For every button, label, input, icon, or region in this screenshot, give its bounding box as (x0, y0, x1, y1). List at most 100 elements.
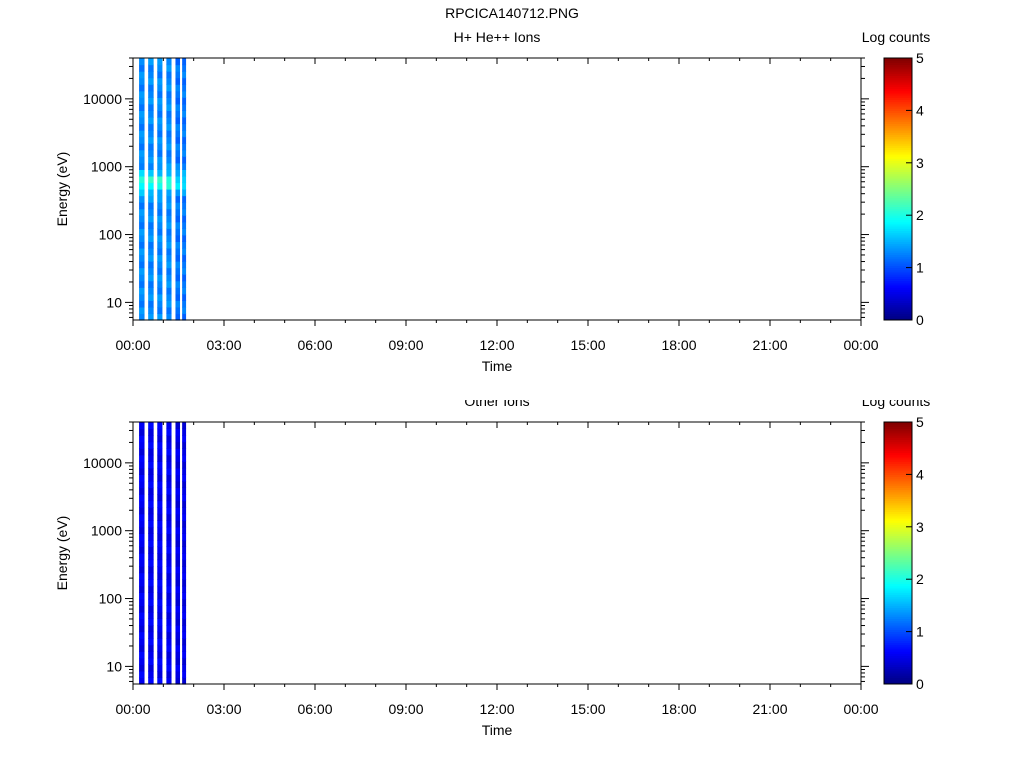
heatmap-cell (148, 300, 154, 308)
colorbar-step (884, 119, 912, 122)
heatmap-cell (166, 143, 172, 151)
heatmap-cell (157, 435, 163, 443)
colorbar-step (884, 317, 912, 321)
heatmap-cell (139, 110, 145, 118)
heatmap-cell (175, 162, 181, 170)
heatmap-cell (182, 428, 187, 436)
colorbar-step (884, 282, 912, 286)
heatmap-cell (148, 422, 154, 430)
heatmap-cell (148, 448, 154, 456)
colorbar-step (884, 180, 912, 183)
colorbar-step (884, 263, 912, 266)
colorbar-step (884, 635, 912, 639)
heatmap-cell (166, 520, 172, 528)
x-tick-label: 09:00 (388, 337, 423, 353)
heatmap-cell (166, 234, 172, 242)
heatmap-cell (182, 474, 187, 482)
colorbar-step (884, 241, 912, 245)
heatmap-cell (182, 300, 187, 308)
heatmap-cell (139, 306, 145, 315)
heatmap-cell (166, 169, 172, 177)
colorbar-step (884, 520, 912, 523)
colorbar-step (884, 232, 912, 236)
x-tick-label: 03:00 (206, 337, 241, 353)
heatmap-cell (166, 625, 172, 633)
heatmap-cell (182, 143, 187, 151)
colorbar-step (884, 450, 912, 454)
colorbar-step (884, 509, 912, 513)
colorbar-tick-label: 0 (916, 312, 924, 328)
heatmap-cell (175, 664, 181, 672)
heatmap-cell (157, 234, 163, 242)
heatmap-cell (175, 513, 181, 521)
heatmap-cell (139, 280, 145, 288)
heatmap-cell (166, 598, 172, 606)
heatmap-cell (182, 175, 187, 184)
heatmap-cell (175, 280, 181, 288)
colorbar-step (884, 271, 912, 275)
heatmap-cell (175, 454, 181, 462)
heatmap-cell (182, 526, 187, 534)
heatmap-cell (166, 97, 172, 105)
heatmap-cell (139, 156, 145, 164)
colorbar-step (884, 649, 912, 652)
heatmap-cell (139, 566, 145, 574)
heatmap-cell (175, 631, 181, 639)
x-axis-label: Time (482, 722, 513, 738)
heatmap-cell (148, 638, 154, 646)
heatmap-cell (139, 520, 145, 528)
heatmap-cell (148, 553, 154, 561)
colorbar-step (884, 494, 912, 497)
colorbar-step (884, 659, 912, 663)
heatmap-cell (139, 64, 145, 72)
heatmap-cell (182, 208, 187, 216)
heatmap-cell (166, 611, 172, 620)
colorbar-step (884, 154, 912, 157)
heatmap-cell (182, 454, 187, 462)
colorbar-step (884, 598, 912, 602)
heatmap-cell (148, 287, 154, 295)
colorbar-step (884, 289, 912, 293)
colorbar-step (884, 114, 912, 118)
heatmap-cell (175, 103, 181, 111)
colorbar-step (884, 485, 912, 488)
heatmap-cell (175, 572, 181, 580)
heatmap-cell (148, 313, 154, 321)
heatmap-cell (166, 293, 172, 301)
heatmap-cell (139, 487, 145, 495)
colorbar-step (884, 555, 912, 558)
heatmap-cell (182, 221, 187, 229)
colorbar-step (884, 609, 912, 613)
colorbar-step (884, 121, 912, 124)
heatmap-cell (139, 208, 145, 216)
heatmap-cell (148, 644, 154, 652)
heatmap-cell (182, 84, 187, 92)
heatmap-cell (175, 670, 181, 679)
heatmap-cell (148, 605, 154, 613)
heatmap-cell (157, 428, 163, 436)
colorbar-step (884, 633, 912, 637)
heatmap-cell (139, 313, 145, 321)
heatmap-cell (166, 84, 172, 92)
heatmap-cell (175, 195, 181, 203)
heatmap-cell (148, 71, 154, 79)
heatmap-cell (139, 618, 145, 626)
y-tick-label: 10 (106, 658, 122, 674)
heatmap-cell (148, 274, 154, 282)
heatmap-cell (166, 526, 172, 534)
heatmap-cell (166, 474, 172, 482)
heatmap-cell (157, 110, 163, 118)
heatmap-cell (148, 182, 154, 190)
colorbar-step (884, 592, 912, 595)
heatmap-cell (182, 605, 187, 613)
heatmap-cell (157, 605, 163, 613)
heatmap-cell (175, 644, 181, 652)
heatmap-cell (139, 287, 145, 295)
colorbar-step (884, 430, 912, 434)
x-tick-label: 12:00 (479, 701, 514, 717)
heatmap-cell (175, 657, 181, 665)
colorbar-step (884, 145, 912, 149)
colorbar-step (884, 422, 912, 425)
heatmap-cell (175, 611, 181, 620)
heatmap-cell (182, 90, 187, 98)
